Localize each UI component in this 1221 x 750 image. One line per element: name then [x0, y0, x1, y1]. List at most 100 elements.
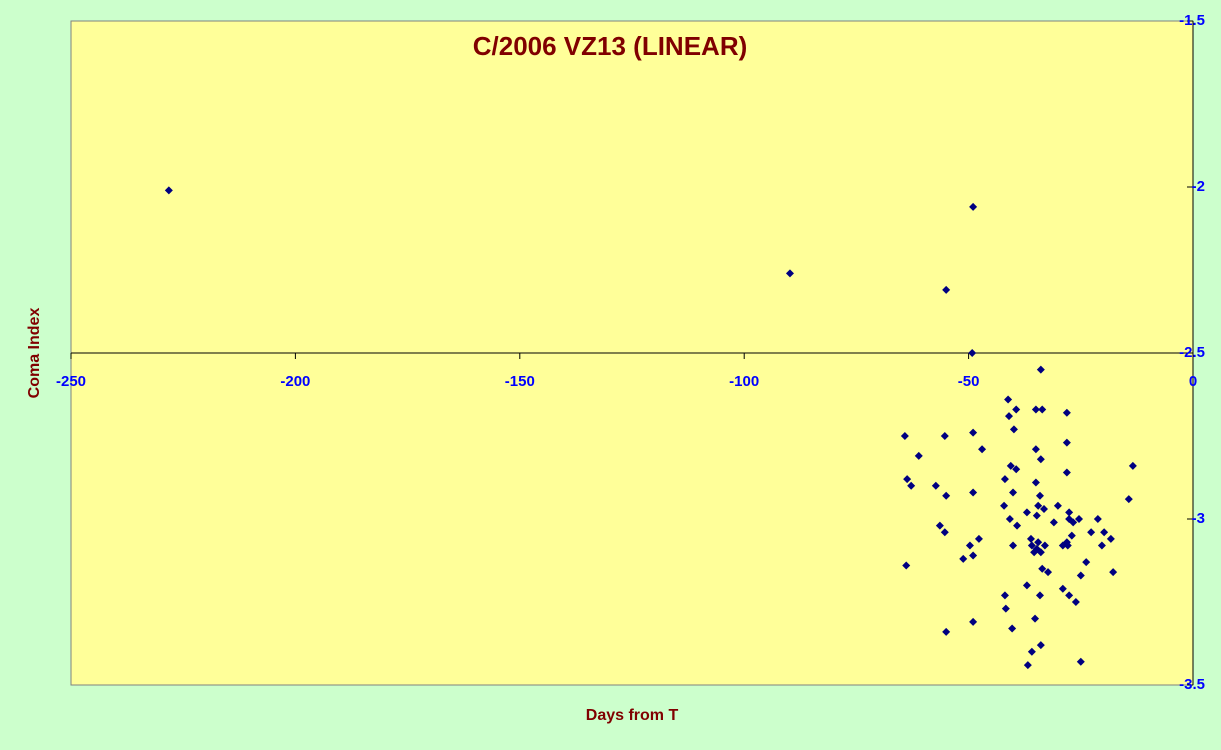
- data-point: [785, 269, 794, 278]
- data-point: [1027, 541, 1036, 550]
- data-point: [1004, 412, 1013, 421]
- data-point: [1038, 405, 1047, 414]
- data-point: [1039, 505, 1048, 514]
- data-point: [1062, 438, 1071, 447]
- data-point: [1065, 591, 1074, 600]
- data-point: [1036, 365, 1045, 374]
- data-point: [1109, 568, 1118, 577]
- data-point: [1031, 445, 1040, 454]
- data-point: [940, 528, 949, 537]
- data-point: [969, 617, 978, 626]
- data-point: [1004, 395, 1013, 404]
- data-point: [1022, 508, 1031, 517]
- data-point: [965, 541, 974, 550]
- data-point: [1008, 624, 1017, 633]
- data-point: [1000, 501, 1009, 510]
- data-point: [1065, 508, 1074, 517]
- data-point: [1031, 614, 1040, 623]
- data-point: [903, 475, 912, 484]
- x-tick-label: -50: [958, 373, 980, 390]
- x-tick-label: -200: [280, 373, 310, 390]
- data-point: [1013, 521, 1022, 530]
- data-point: [942, 627, 951, 636]
- y-tick-label: -2: [1192, 178, 1205, 195]
- data-point: [1005, 515, 1014, 523]
- data-point: [1031, 405, 1040, 414]
- data-point: [1053, 501, 1062, 510]
- data-point: [978, 445, 987, 454]
- data-point: [900, 432, 909, 440]
- data-point: [1071, 598, 1080, 606]
- data-point: [1036, 455, 1045, 464]
- data-point: [1009, 425, 1018, 434]
- x-axis-title: Days from T: [586, 707, 679, 724]
- data-point: [1087, 528, 1096, 537]
- data-point: [1001, 604, 1010, 613]
- data-point: [1075, 515, 1084, 523]
- data-point: [1034, 501, 1043, 510]
- data-point: [974, 534, 983, 543]
- data-point: [1093, 515, 1102, 523]
- data-point: [907, 481, 916, 490]
- data-point: [1012, 405, 1021, 414]
- y-axis-title: Coma Index: [26, 308, 43, 399]
- data-point: [1006, 461, 1015, 470]
- data-point: [969, 551, 978, 560]
- data-point: [1062, 408, 1071, 417]
- y-tick-label: -3: [1192, 510, 1205, 527]
- data-point: [1040, 541, 1049, 550]
- y-tick-label: -1.5: [1179, 12, 1205, 29]
- data-point: [1062, 468, 1071, 477]
- data-point: [1026, 534, 1035, 543]
- data-point: [1000, 591, 1009, 600]
- data-point: [1062, 538, 1071, 547]
- data-point: [1038, 564, 1047, 573]
- data-point: [942, 285, 951, 294]
- data-point: [1100, 528, 1109, 537]
- data-point: [969, 488, 978, 497]
- data-point: [959, 554, 968, 563]
- data-point: [1000, 475, 1009, 484]
- data-point: [1035, 591, 1044, 600]
- data-point: [968, 349, 977, 357]
- data-point: [1067, 531, 1076, 540]
- data-point: [1044, 568, 1053, 577]
- data-point: [931, 481, 940, 490]
- data-point: [1069, 518, 1078, 527]
- data-point: [1032, 544, 1041, 553]
- data-point: [1076, 657, 1085, 666]
- data-point: [940, 432, 949, 440]
- data-point: [942, 491, 951, 500]
- x-tick-label: 0: [1189, 373, 1197, 390]
- data-point: [1023, 661, 1032, 670]
- data-point: [1031, 478, 1040, 487]
- y-tick-label: -3.5: [1179, 676, 1205, 693]
- data-point: [1009, 488, 1018, 497]
- data-point: [1012, 465, 1021, 474]
- data-point: [1097, 541, 1106, 550]
- data-point: [914, 451, 923, 460]
- data-point: [935, 521, 944, 530]
- data-point: [1049, 518, 1058, 527]
- data-point: [1128, 461, 1137, 470]
- data-point: [1035, 491, 1044, 500]
- data-point: [1036, 641, 1045, 650]
- chart-title: C/2006 VZ13 (LINEAR): [473, 31, 748, 61]
- data-point: [1082, 558, 1091, 567]
- data-point: [1032, 511, 1041, 520]
- data-point: [1124, 495, 1133, 504]
- data-point: [902, 561, 911, 570]
- y-tick-label: -2.5: [1179, 344, 1205, 361]
- data-point: [1106, 534, 1115, 543]
- data-point: [1034, 538, 1043, 547]
- x-tick-label: -150: [505, 373, 535, 390]
- data-point: [1027, 647, 1036, 656]
- data-point: [969, 202, 978, 211]
- x-tick-label: -100: [729, 373, 759, 390]
- data-point: [1076, 571, 1085, 580]
- data-point: [1009, 541, 1018, 550]
- data-point: [969, 428, 978, 437]
- data-point: [164, 186, 173, 195]
